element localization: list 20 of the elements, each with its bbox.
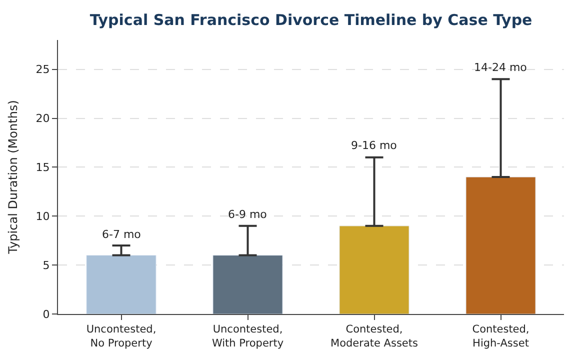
annotation: 9-16 mo bbox=[351, 139, 398, 152]
y-tick-label: 20 bbox=[36, 112, 50, 126]
y-tick-label: 10 bbox=[36, 210, 50, 223]
annotation: 14-24 mo bbox=[474, 61, 528, 74]
bar bbox=[339, 226, 410, 314]
y-tick-label: 15 bbox=[36, 161, 50, 174]
y-tick-label: 5 bbox=[42, 258, 50, 272]
y-axis-title: Typical Duration (Months) bbox=[6, 100, 20, 255]
x-tick-label: Uncontested, With Property bbox=[212, 324, 284, 350]
bar bbox=[212, 255, 283, 314]
x-tick-label: Contested, High-Asset bbox=[472, 324, 530, 350]
y-tick-label: 0 bbox=[42, 308, 50, 321]
bar bbox=[86, 255, 156, 314]
bar bbox=[466, 176, 536, 314]
annotation: 6-9 mo bbox=[228, 208, 268, 221]
y-tick-label: 25 bbox=[36, 63, 50, 76]
x-tick-label: Uncontested, No Property bbox=[86, 324, 156, 350]
x-tick-label: Contested, Moderate Assets bbox=[330, 324, 418, 350]
annotation: 6-7 mo bbox=[102, 228, 142, 241]
chart-title: Typical San Francisco Divorce Timeline by Case Type bbox=[90, 10, 532, 29]
